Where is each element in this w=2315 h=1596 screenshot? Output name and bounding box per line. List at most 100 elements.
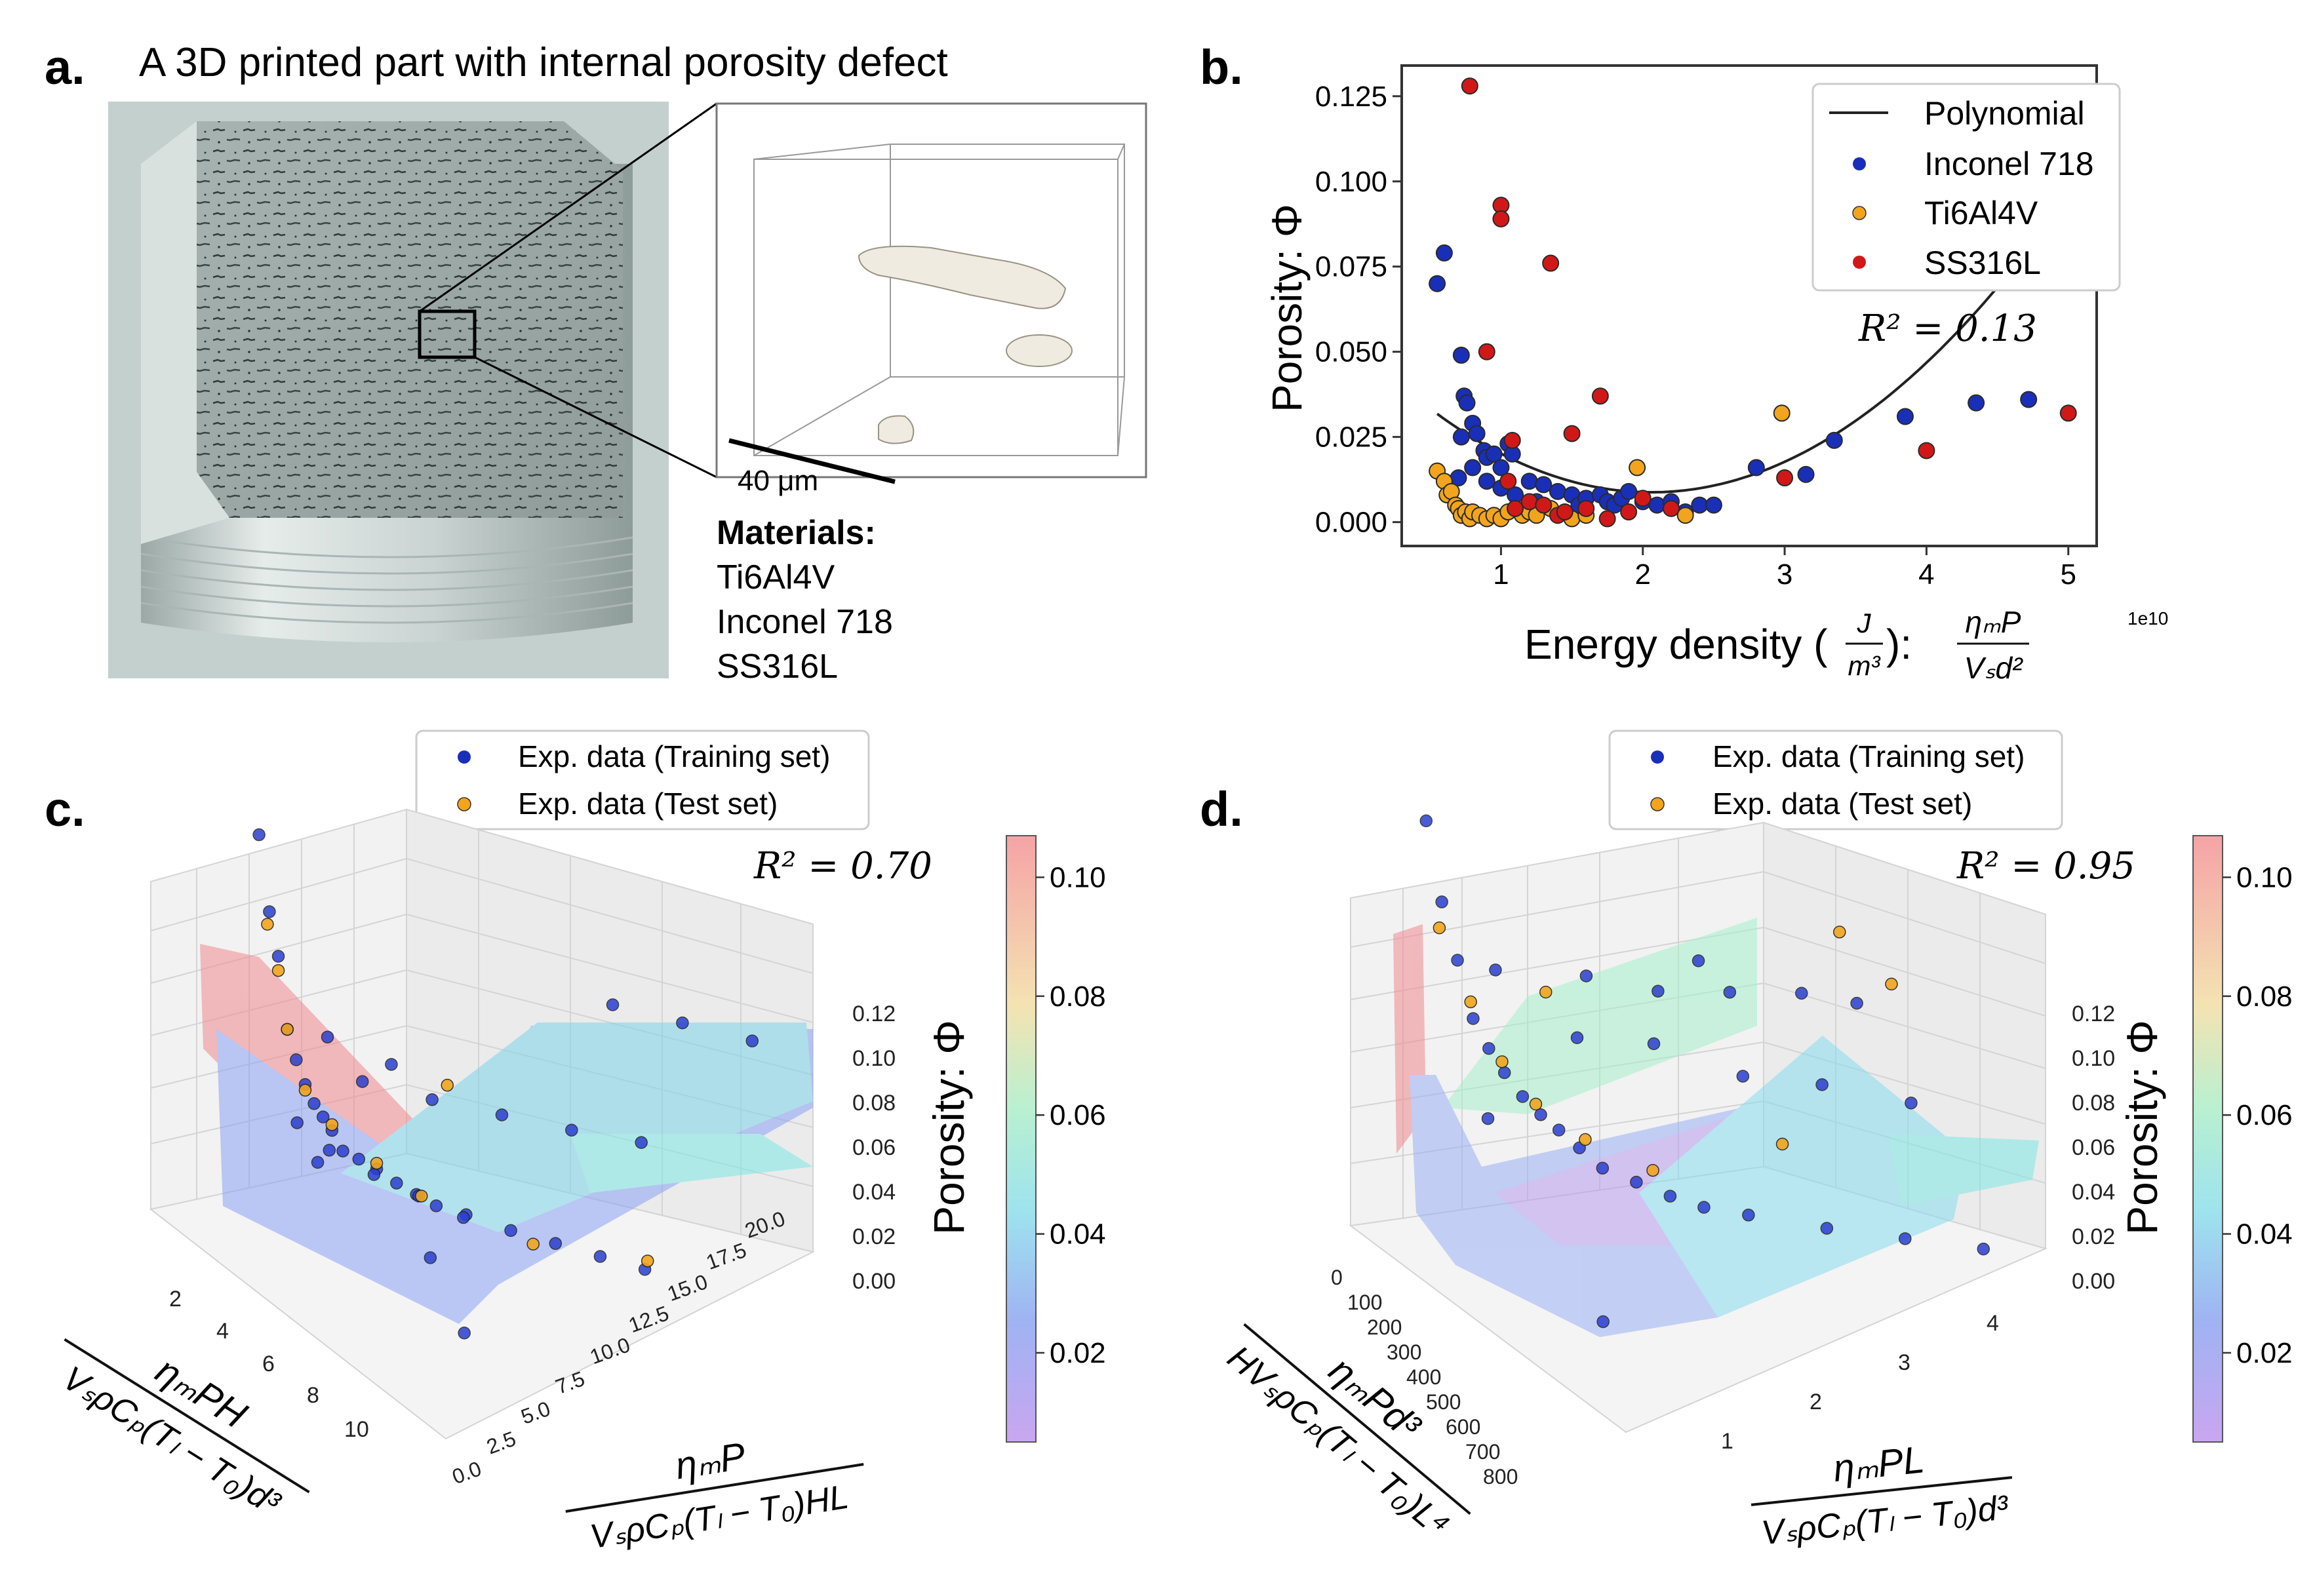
train-point (458, 1327, 471, 1340)
train-point (549, 1237, 563, 1250)
test-point (1775, 1137, 1789, 1151)
train-point (1697, 1201, 1711, 1214)
z-tick-label: 0.00 (852, 1269, 896, 1294)
y-axis-label-den: VₛρCₚ(Tₗ − T₀)d³ (1760, 1489, 2011, 1552)
data-point-ss316l (1577, 499, 1595, 517)
x-scale-label: 1e10 (2127, 608, 2168, 629)
train-point (1795, 986, 1808, 1000)
y-tick-label: 0.100 (1315, 166, 1387, 198)
legend: Polynomial Inconel 718 Ti6Al4V SS316L (1811, 83, 2121, 292)
x-axis-unit-den: m³ (1848, 650, 1881, 681)
test-point (298, 1083, 312, 1097)
data-point-ss316l (1634, 490, 1652, 507)
x-axis-label: Energy density ( J m³ ): ηₘP Vₛd² (1524, 605, 2029, 685)
train-point (1692, 954, 1705, 967)
y-axis-ticks: 1 2 3 4 (1721, 1311, 1999, 1454)
y-tick-label: 1 (1721, 1429, 1733, 1454)
panel-c: c. Exp. data (Training set) Exp. data (T… (45, 730, 1106, 1557)
train-point (1652, 984, 1665, 998)
y-tick-label: 0.125 (1315, 81, 1387, 113)
y-axis-label: ηₘP VₛρCₚ(Tₗ − T₀)HL (565, 1434, 864, 1557)
scale-bar-label: 40 μm (738, 465, 818, 497)
layer-lines (140, 536, 633, 624)
train-point (1596, 1315, 1610, 1329)
train-point (311, 1156, 325, 1169)
test-point (261, 918, 274, 931)
y-axis-label-num: ηₘPL (1831, 1438, 1926, 1490)
colorbar-tick-label: 0.04 (1050, 1218, 1106, 1251)
y-axis-label-den: VₛρCₚ(Tₗ − T₀)HL (587, 1478, 851, 1557)
z-axis-label: Porosity: Φ (2118, 1020, 2166, 1235)
train-point (307, 1097, 321, 1110)
legend-swatch (457, 797, 471, 811)
train-point (1723, 986, 1737, 999)
z-tick-label: 0.12 (2072, 1002, 2115, 1026)
test-point (526, 1237, 540, 1251)
train-point (1489, 963, 1502, 977)
y-tick-label: 5.0 (518, 1397, 553, 1429)
train-point (495, 1108, 509, 1121)
data-point-inconel-718 (1705, 496, 1722, 514)
x-tick-label: 100 (1347, 1291, 1382, 1314)
data-point-ss316l (1520, 493, 1538, 511)
data-point-inconel-718 (1464, 459, 1482, 477)
data-point-ss316l (1591, 387, 1609, 405)
train-point (1630, 1175, 1643, 1189)
x-tick-label: 6 (262, 1352, 275, 1376)
test-point (414, 1190, 428, 1203)
data-point-inconel-718 (1468, 425, 1486, 442)
train-point (1596, 1161, 1610, 1175)
data-point-inconel-718 (1452, 346, 1470, 364)
legend-swatch (1853, 157, 1866, 170)
train-point (1516, 1090, 1530, 1103)
test-point (1495, 1055, 1509, 1068)
test-point (441, 1078, 454, 1092)
data-point-ss316l (1598, 510, 1616, 528)
colorbar-tick-label: 0.08 (1050, 981, 1106, 1013)
panel-d-letter: d. (1200, 782, 1243, 836)
colorbar-tick-label: 0.06 (1050, 1099, 1106, 1131)
train-point (1570, 1031, 1584, 1044)
z-tick-label: 0.08 (852, 1091, 896, 1116)
test-point (1579, 1133, 1592, 1146)
train-point (1419, 814, 1433, 828)
legend-label: Ti6Al4V (1924, 195, 2038, 231)
data-point-ss316l (1492, 210, 1510, 227)
legend: Exp. data (Training set) Exp. data (Test… (415, 730, 870, 830)
train-point (1552, 1123, 1566, 1137)
y-axis-label: ηₘPL VₛρCₚ(Tₗ − T₀)d³ (1751, 1438, 2013, 1552)
legend-swatch (1650, 797, 1665, 811)
train-point (676, 1016, 689, 1030)
r2-annotation: R² = 0.95 (1956, 845, 2135, 887)
test-point (1433, 921, 1446, 935)
z-tick-label: 0.06 (852, 1135, 896, 1160)
train-point (316, 1110, 330, 1123)
data-point-inconel-718 (1485, 445, 1503, 463)
model-surface (1393, 918, 2039, 1337)
legend-label: Exp. data (Test set) (1712, 787, 1972, 821)
data-point-inconel-718 (1648, 496, 1666, 514)
train-point (390, 1177, 403, 1190)
train-point (290, 1116, 304, 1129)
data-point-inconel-718 (1825, 431, 1843, 449)
x-tick-label: 600 (1446, 1415, 1480, 1439)
train-point (1905, 1097, 1918, 1110)
data-point-ti6al4v (1676, 507, 1694, 524)
panel-b-letter: b. (1200, 40, 1243, 94)
z-tick-label: 0.04 (2072, 1180, 2115, 1205)
train-point (1663, 1190, 1677, 1203)
data-point-ss316l (1556, 503, 1573, 521)
data-point-ss316l (1503, 431, 1521, 449)
x-axis-unit-num: J (1857, 608, 1872, 638)
data-point-ss316l (1499, 473, 1517, 490)
x-tick-label: 8 (307, 1383, 319, 1408)
test-point (271, 963, 285, 977)
z-tick-label: 0.02 (852, 1224, 896, 1249)
z-tick-label: 0.06 (2072, 1135, 2115, 1160)
x-axis-expr-num: ηₘP (1966, 605, 2021, 639)
colorbar-tick-label: 0.10 (1050, 861, 1106, 893)
z-axis-label: Porosity: Φ (924, 1020, 973, 1235)
y-tick-label: 0.025 (1315, 421, 1387, 454)
